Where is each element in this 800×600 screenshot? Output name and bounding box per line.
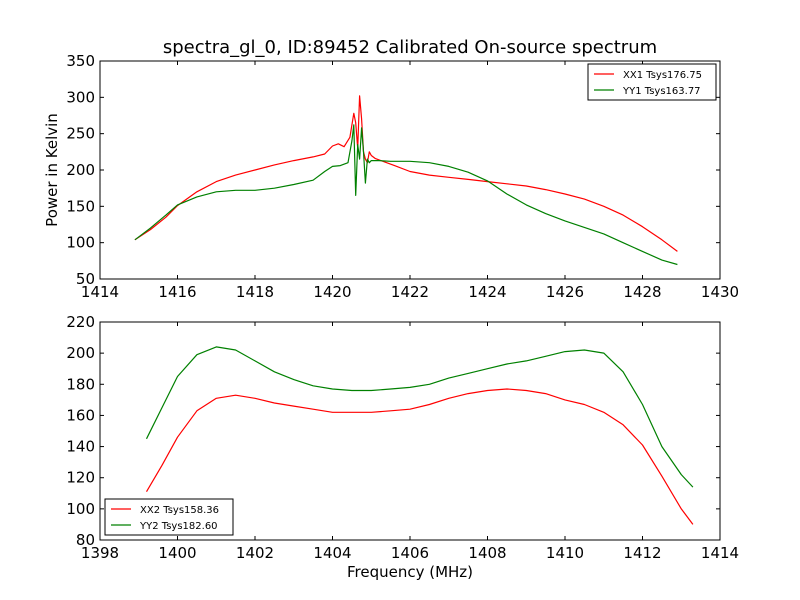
bottom-y-tick-label: 120 — [66, 469, 95, 487]
bottom-x-tick-label: 1404 — [313, 544, 351, 562]
bottom-x-tick-label: 1402 — [236, 544, 274, 562]
bottom-x-tick-label: 1398 — [81, 544, 119, 562]
top-x-tick-label: 1430 — [701, 283, 739, 301]
top-legend: XX1 Tsys176.75 YY1 Tsys163.77 — [587, 63, 717, 101]
bottom-y-tick-label: 100 — [66, 500, 95, 518]
bottom-x-tick-label: 1408 — [468, 544, 506, 562]
top-y-tick-label: 200 — [66, 161, 95, 179]
top-y-tick-label: 250 — [66, 125, 95, 143]
bottom-x-tick-label: 1412 — [623, 544, 661, 562]
bottom-y-tick-label: 220 — [66, 313, 95, 331]
top-x-tick-label: 1414 — [81, 283, 119, 301]
bottom-x-axis-label: Frequency (MHz) — [347, 563, 473, 581]
bottom-y-tick-label: 180 — [66, 375, 95, 393]
top-panel: 1414 1416 1418 1420 1422 1424 1426 1428 1430 50 10… — [43, 52, 739, 301]
bottom-legend-label-yy2: YY2 Tsys182.60 — [139, 521, 218, 532]
top-x-tick-label: 1424 — [468, 283, 506, 301]
top-x-tick-label: 1420 — [313, 283, 351, 301]
top-series-line-2 — [134, 124, 678, 266]
chart-title: spectra_gl_0, ID:89452 Calibrated On-sou… — [163, 37, 657, 58]
top-series-line-1 — [134, 95, 678, 252]
top-x-tick-label: 1428 — [623, 283, 661, 301]
bottom-y-tick-label: 160 — [66, 406, 95, 424]
bottom-x-tick-label: 1406 — [391, 544, 429, 562]
top-legend-frame — [587, 63, 717, 101]
top-axes-layer: 1414 1416 1418 1420 1422 1424 1426 1428 1430 50 10… — [66, 52, 739, 301]
bottom-y-tick-label: 200 — [66, 344, 95, 362]
bottom-series-line-2 — [145, 346, 694, 488]
bottom-y-tick-label: 140 — [66, 438, 95, 456]
top-x-tick-label: 1418 — [236, 283, 274, 301]
bottom-panel: 1398 1400 1402 1404 1406 1408 1410 1412 1414 80 10… — [66, 313, 739, 581]
bottom-x-tick-label: 1410 — [546, 544, 584, 562]
top-legend-label-yy1: YY1 Tsys163.77 — [622, 86, 701, 97]
top-x-tick-label: 1426 — [546, 283, 584, 301]
top-y-tick-label: 150 — [66, 197, 95, 215]
top-y-tick-label: 50 — [76, 270, 95, 288]
bottom-legend-frame — [104, 498, 234, 536]
bottom-legend-label-xx2: XX2 Tsys158.36 — [140, 505, 219, 516]
bottom-axes-layer: 1398 1400 1402 1404 1406 1408 1410 1412 1414 80 10… — [66, 313, 739, 562]
top-x-tick-label: 1416 — [158, 283, 196, 301]
top-legend-label-xx1: XX1 Tsys176.75 — [623, 70, 702, 81]
bottom-series-line-1 — [145, 388, 694, 525]
top-x-tick-label: 1422 — [391, 283, 429, 301]
top-y-tick-label: 350 — [66, 52, 95, 70]
bottom-legend: XX2 Tsys158.36 YY2 Tsys182.60 — [104, 498, 234, 536]
top-y-tick-label: 100 — [66, 234, 95, 252]
bottom-series-layer — [145, 346, 694, 525]
top-series-layer — [134, 95, 678, 266]
bottom-x-tick-label: 1400 — [158, 544, 196, 562]
top-y-axis-label: Power in Kelvin — [43, 113, 61, 227]
bottom-y-tick-label: 80 — [76, 531, 95, 549]
bottom-x-tick-label: 1414 — [701, 544, 739, 562]
top-y-tick-label: 300 — [66, 88, 95, 106]
